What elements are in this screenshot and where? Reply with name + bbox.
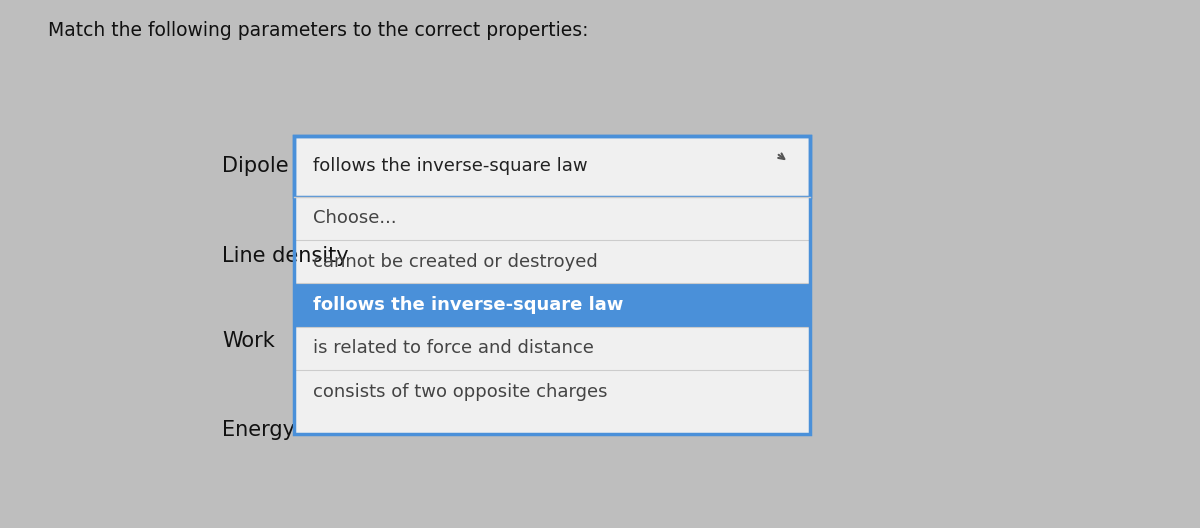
Text: Line density: Line density xyxy=(222,246,349,266)
FancyBboxPatch shape xyxy=(294,136,810,196)
Text: consists of two opposite charges: consists of two opposite charges xyxy=(313,382,607,401)
Text: follows the inverse-square law: follows the inverse-square law xyxy=(313,296,624,314)
FancyBboxPatch shape xyxy=(294,283,810,326)
FancyBboxPatch shape xyxy=(294,413,810,434)
Text: Dipole: Dipole xyxy=(222,156,289,176)
FancyBboxPatch shape xyxy=(294,326,810,370)
Text: follows the inverse-square law: follows the inverse-square law xyxy=(313,157,588,175)
Text: Match the following parameters to the correct properties:: Match the following parameters to the co… xyxy=(48,21,588,40)
FancyBboxPatch shape xyxy=(294,240,810,283)
Text: is related to force and distance: is related to force and distance xyxy=(313,339,594,357)
FancyBboxPatch shape xyxy=(294,196,810,240)
Text: cannot be created or destroyed: cannot be created or destroyed xyxy=(313,252,598,271)
Text: Choose...: Choose... xyxy=(313,209,397,228)
Text: Work: Work xyxy=(222,331,275,351)
FancyBboxPatch shape xyxy=(294,370,810,413)
Text: Energy: Energy xyxy=(222,420,295,440)
